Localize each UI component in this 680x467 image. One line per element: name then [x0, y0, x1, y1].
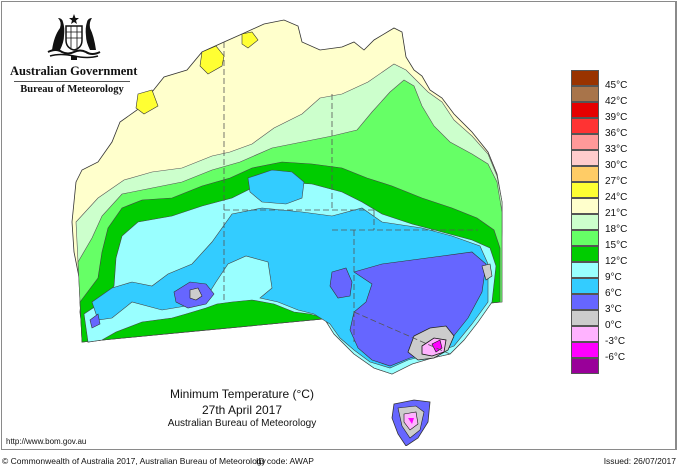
footer: © Commonwealth of Australia 2017, Austra… — [0, 455, 680, 467]
legend-label: 27°C — [605, 176, 628, 187]
legend-label: 30°C — [605, 160, 628, 171]
legend-swatch — [571, 214, 599, 230]
legend-label: 36°C — [605, 128, 628, 139]
legend-label: 21°C — [605, 208, 628, 219]
legend-swatch — [571, 198, 599, 214]
legend-label: 0°C — [605, 320, 622, 331]
legend-label: 3°C — [605, 304, 622, 315]
legend-swatch — [571, 182, 599, 198]
logo-divider — [14, 81, 130, 82]
legend-label: 42°C — [605, 96, 628, 107]
copyright-text: © Commonwealth of Australia 2017, Austra… — [2, 456, 266, 466]
coat-of-arms-icon — [47, 14, 101, 60]
issued-date: Issued: 26/07/2017 — [603, 456, 676, 466]
agency-name: Bureau of Meteorology — [20, 84, 124, 95]
legend-label: 9°C — [605, 272, 622, 283]
legend-label: 18°C — [605, 224, 628, 235]
map-frame: Australian Government Bureau of Meteorol… — [1, 1, 677, 450]
map-title: Minimum Temperature (°C) 27th April 2017… — [142, 387, 342, 430]
bom-logo: Australian Government Bureau of Meteorol… — [10, 8, 138, 96]
legend-label: 45°C — [605, 80, 628, 91]
legend-swatch — [571, 294, 599, 310]
legend-swatch — [571, 358, 599, 374]
legend-swatch — [571, 262, 599, 278]
legend-label: -6°C — [605, 352, 626, 363]
map-title-source: Australian Bureau of Meteorology — [167, 418, 317, 429]
legend-label: 33°C — [605, 144, 628, 155]
legend-label: -3°C — [605, 336, 626, 347]
map-title-date: 27th April 2017 — [201, 403, 283, 417]
legend-label: 6°C — [605, 288, 622, 299]
legend-swatch — [571, 166, 599, 182]
legend-swatch — [571, 70, 599, 86]
org-name: Australian Government — [10, 64, 138, 78]
state-borders — [223, 42, 478, 355]
map-title-variable: Minimum Temperature (°C) — [170, 387, 314, 401]
legend-swatch — [571, 230, 599, 246]
australia-min-temperature-map — [71, 19, 503, 446]
legend-swatch — [571, 102, 599, 118]
bom-url-link[interactable]: http://www.bom.gov.au — [6, 437, 87, 446]
legend-label: 39°C — [605, 112, 628, 123]
legend-swatch — [571, 326, 599, 342]
legend-swatch — [571, 86, 599, 102]
legend-swatch — [571, 246, 599, 262]
legend-label: 15°C — [605, 240, 628, 251]
legend-swatch — [571, 134, 599, 150]
legend-swatch — [571, 310, 599, 326]
legend-label: 24°C — [605, 192, 628, 203]
id-code: ID code: AWAP — [256, 456, 314, 466]
legend-swatch — [571, 150, 599, 166]
legend-label: 12°C — [605, 256, 628, 267]
legend-swatch — [571, 342, 599, 358]
legend-swatch — [571, 278, 599, 294]
legend-swatch — [571, 118, 599, 134]
